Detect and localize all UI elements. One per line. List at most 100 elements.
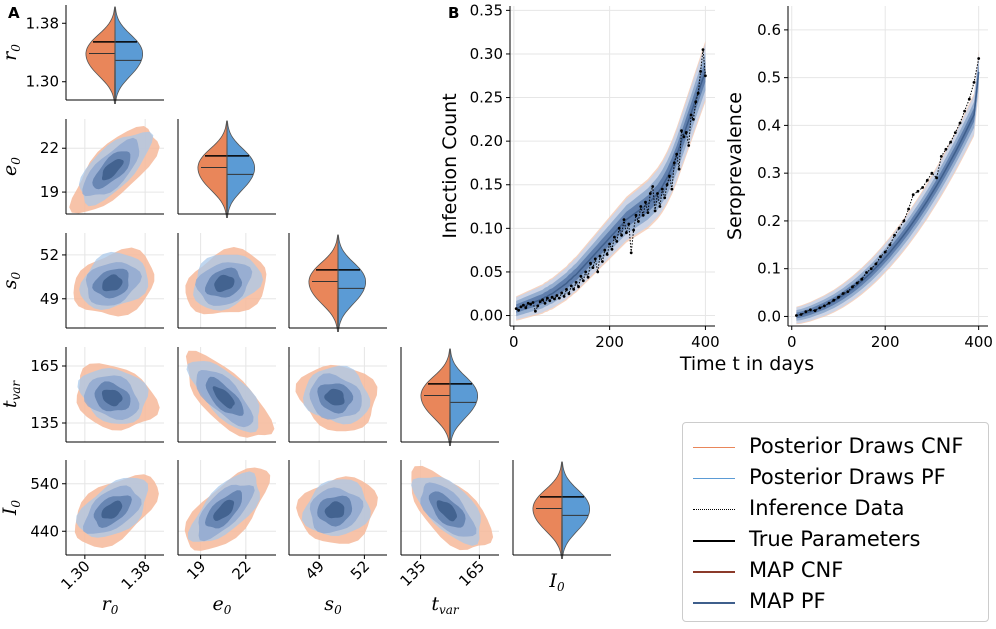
- cnf-violin: [85, 6, 116, 105]
- x-tick-label: 400: [691, 333, 720, 351]
- y-axis-label: I0: [0, 500, 23, 517]
- inference-data-point: [949, 140, 952, 144]
- legend-item: True Parameters: [683, 525, 988, 556]
- inference-data-point: [608, 242, 611, 246]
- inference-data-point: [601, 260, 604, 263]
- inference-data-point: [538, 300, 542, 303]
- x-tick-label: 1.30: [57, 557, 93, 593]
- inference-data-point: [958, 121, 962, 125]
- inference-data-point: [605, 253, 609, 256]
- x-axis-label: r0: [102, 593, 119, 617]
- inference-data-point: [837, 295, 840, 299]
- x-tick-label: 200: [595, 333, 624, 351]
- inference-data-point: [625, 231, 628, 235]
- inference-data-point: [809, 308, 812, 312]
- legend-item: Posterior Draws CNF: [683, 432, 988, 463]
- inference-data-point: [841, 292, 845, 295]
- y-tick-label: 52: [40, 246, 59, 264]
- inference-data-point: [562, 295, 566, 298]
- inference-data-point: [517, 308, 520, 312]
- inference-data-point: [591, 266, 595, 269]
- inference-data-line: [796, 58, 980, 316]
- label-subscript: 0: [224, 603, 232, 617]
- pf-density: [102, 274, 123, 292]
- x-tick-label: 0: [787, 333, 797, 351]
- inference-data-point: [534, 309, 537, 313]
- inference-data-point: [699, 70, 702, 73]
- pf-density: [212, 386, 235, 409]
- y-tick-label: 0.10: [470, 219, 503, 237]
- inference-data-point: [529, 302, 532, 306]
- inference-data-point: [893, 233, 896, 237]
- inference-data-point: [670, 187, 674, 191]
- pf-density: [436, 500, 457, 522]
- inference-data-point: [804, 310, 808, 314]
- corner-plot: 1.301.38r01922e04952s0135165tvar440540I0…: [0, 5, 611, 617]
- inference-data-point: [653, 209, 657, 213]
- legend-label: MAP PF: [749, 589, 826, 613]
- inference-data-point: [888, 243, 892, 247]
- label-subscript: 0: [9, 44, 23, 52]
- inference-data-point: [550, 295, 554, 299]
- inference-data-point: [577, 285, 580, 289]
- inference-data-point: [569, 284, 573, 288]
- pf-density: [101, 389, 123, 407]
- legend-item: Inference Data: [683, 494, 988, 525]
- y-tick-label: 0.0: [757, 307, 781, 325]
- legend-label: Inference Data: [749, 496, 905, 520]
- pf-density: [324, 501, 345, 519]
- inference-data-point: [675, 152, 679, 156]
- y-tick-label: 0.25: [470, 89, 503, 107]
- inference-data-point: [930, 171, 934, 175]
- inference-data-point: [646, 211, 650, 215]
- legend-item: Posterior Draws PF: [683, 463, 988, 494]
- inference-data-point: [682, 135, 686, 139]
- inference-data-point: [584, 270, 588, 274]
- inference-data-point: [526, 301, 530, 305]
- inference-data-point: [832, 298, 836, 302]
- y-axis-label: s0: [0, 271, 23, 289]
- legend-swatch: [693, 447, 735, 448]
- inference-data-point: [639, 205, 643, 208]
- inference-data-point: [627, 222, 631, 226]
- cnf-violin: [197, 120, 228, 219]
- panel-label-b: B: [448, 4, 459, 22]
- legend-item: MAP CNF: [683, 556, 988, 587]
- inference-data-point: [827, 301, 831, 305]
- inference-data-point: [656, 192, 659, 195]
- legend-swatch: [693, 602, 735, 604]
- inference-data-point: [967, 97, 971, 101]
- inference-data-point: [613, 235, 616, 239]
- inference-data-point: [548, 299, 552, 303]
- cnf-band: [516, 40, 706, 321]
- cnf-violin: [420, 348, 451, 447]
- x-axis-label: I0: [548, 570, 565, 594]
- legend-swatch: [693, 540, 735, 542]
- pf-density: [101, 500, 123, 519]
- label-subscript: var: [439, 603, 460, 617]
- x-tick-label: 200: [871, 333, 900, 351]
- inference-data-point: [687, 144, 691, 147]
- inference-data-point: [696, 91, 700, 95]
- inference-data-point: [648, 192, 652, 195]
- inference-data-point: [677, 167, 681, 171]
- y-tick-label: 0.05: [470, 263, 503, 281]
- inference-data-point: [916, 189, 920, 193]
- y-tick-label: 1.38: [26, 14, 59, 32]
- y-tick-label: 0.30: [470, 45, 503, 63]
- x-tick-label: 52: [347, 557, 373, 583]
- inference-data-point: [598, 254, 602, 258]
- inference-data-point: [617, 226, 621, 230]
- inference-data-point: [944, 147, 948, 151]
- inference-data-point: [701, 48, 705, 51]
- label-subscript: 0: [9, 271, 23, 279]
- corner-panel: 49 52 s0: [0, 233, 164, 329]
- label-subscript: 0: [557, 580, 565, 594]
- inference-data-point: [823, 304, 826, 308]
- inference-data-point: [629, 251, 633, 255]
- inference-data-point: [911, 193, 915, 197]
- y-tick-label: 0.35: [470, 1, 503, 19]
- corner-panel: 135 165 tvar: [396, 460, 499, 617]
- inference-data-point: [641, 213, 645, 217]
- y-axis-label: Infection Count: [439, 93, 461, 238]
